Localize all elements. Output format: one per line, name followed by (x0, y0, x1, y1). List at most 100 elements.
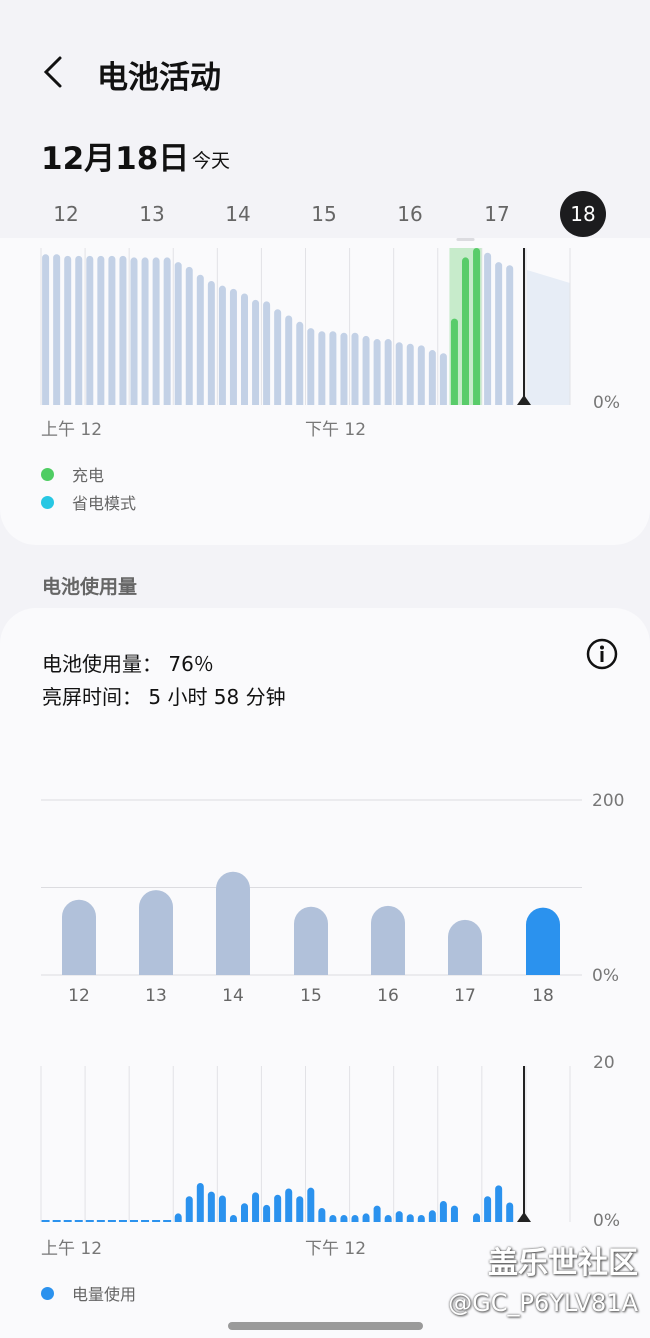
watermark-user: @GC_P6YLV81A (448, 1289, 638, 1317)
day-label: 18 (532, 986, 554, 1006)
usage-label: 电池使用量： (42, 652, 162, 676)
daily-bar (526, 907, 560, 975)
usage-line: 电池使用量： 76％ (42, 648, 214, 677)
section-title: 电池使用量 (42, 576, 138, 598)
screen-time-line: 亮屏时间： 5 小时 58 分钟 (42, 681, 286, 710)
x-label-am: 上午 12 (41, 420, 103, 440)
usage-bar (506, 1202, 514, 1222)
level-bar (285, 315, 293, 405)
daily-bar (371, 905, 405, 975)
level-bar (53, 254, 61, 405)
y-label-0: 0% (593, 393, 620, 413)
today-label: 今天 (192, 150, 231, 172)
level-bar (506, 265, 514, 405)
date-label: 12月18日 (41, 141, 190, 177)
level-bar (484, 252, 492, 405)
level-bar (196, 274, 204, 405)
daily-bar (139, 890, 173, 975)
level-bar (428, 350, 436, 405)
legend-power-saving: 省电模式 (41, 490, 136, 514)
level-bar (274, 309, 282, 405)
charging-dot (41, 467, 54, 481)
legend-label: 电量使用 (72, 1285, 137, 1304)
page-title: 电池活动 (97, 60, 221, 96)
x-label-am: 上午 12 (41, 1239, 103, 1259)
watermark-title: 盖乐世社区 (488, 1246, 638, 1281)
day-12[interactable]: 12 (53, 202, 79, 226)
back-button[interactable] (38, 52, 72, 92)
header (0, 0, 650, 238)
day-label: 13 (145, 986, 167, 1006)
level-bar (318, 331, 326, 405)
legend-charging: 充电 (41, 462, 104, 486)
day-14[interactable]: 14 (225, 202, 251, 226)
usage-bar (473, 1213, 481, 1222)
usage-bar (395, 1211, 403, 1222)
day-18[interactable]: 18 (560, 191, 606, 237)
level-bar (185, 266, 193, 405)
usage-bar (174, 1213, 182, 1222)
usage-value: 76％ (168, 652, 214, 676)
level-bar (152, 257, 160, 405)
level-bar (462, 257, 469, 405)
now-marker-arrow (517, 395, 531, 405)
day-15[interactable]: 15 (311, 202, 337, 226)
battery-level-chart[interactable] (0, 238, 650, 438)
level-bar (141, 257, 149, 405)
level-bar (495, 262, 503, 405)
day-16[interactable]: 16 (397, 202, 423, 226)
level-bar (174, 262, 182, 405)
level-bar (384, 339, 392, 405)
usage-bar (307, 1187, 315, 1222)
level-bar (351, 332, 359, 405)
usage-bar (340, 1215, 348, 1222)
level-bar (296, 321, 304, 405)
level-bar (340, 332, 348, 405)
usage-bar (274, 1194, 282, 1222)
level-bar (395, 342, 403, 405)
day-label: 12 (68, 986, 90, 1006)
usage-bar (351, 1215, 359, 1222)
hourly-usage-chart[interactable] (0, 1050, 650, 1230)
level-bar (64, 255, 72, 405)
level-bar (42, 254, 50, 405)
level-bar (362, 335, 370, 405)
tooltip-stub (456, 238, 475, 241)
forecast-area (527, 270, 570, 405)
info-icon[interactable] (585, 637, 619, 671)
day-17[interactable]: 17 (484, 202, 510, 226)
level-bar (473, 248, 481, 405)
home-indicator[interactable] (228, 1322, 423, 1330)
level-bar (75, 255, 83, 405)
level-bar (97, 255, 105, 405)
y-label-max: 20 (593, 1053, 615, 1073)
day-13[interactable]: 13 (139, 202, 165, 226)
usage-bar (439, 1200, 447, 1222)
usage-bar (252, 1192, 260, 1222)
y-label-max: 200 (592, 791, 624, 811)
day-label: 17 (454, 986, 476, 1006)
level-bar (450, 318, 458, 405)
level-bar (417, 345, 425, 405)
usage-bar (373, 1205, 381, 1222)
level-bar (119, 255, 127, 405)
x-label-pm: 下午 12 (305, 420, 367, 440)
level-bar (207, 280, 215, 405)
daily-usage-chart[interactable]: 12 13 14 15 16 17 18 200 0% (0, 780, 650, 1010)
level-bar (307, 328, 315, 405)
power-saving-dot (41, 495, 54, 509)
level-bar (229, 288, 237, 405)
legend-usage: 电量使用 (41, 1281, 136, 1305)
usage-bar (196, 1183, 204, 1222)
usage-bar (241, 1203, 248, 1222)
level-bar (218, 285, 226, 405)
usage-bar (406, 1214, 414, 1222)
level-bar (130, 257, 138, 405)
screen-time-value: 5 小时 58 分钟 (148, 685, 286, 709)
usage-bar (495, 1185, 503, 1222)
usage-bar (329, 1215, 337, 1222)
level-bar (163, 257, 171, 405)
usage-bar (384, 1215, 392, 1222)
daily-bar (62, 899, 96, 975)
daily-bar (216, 871, 250, 975)
